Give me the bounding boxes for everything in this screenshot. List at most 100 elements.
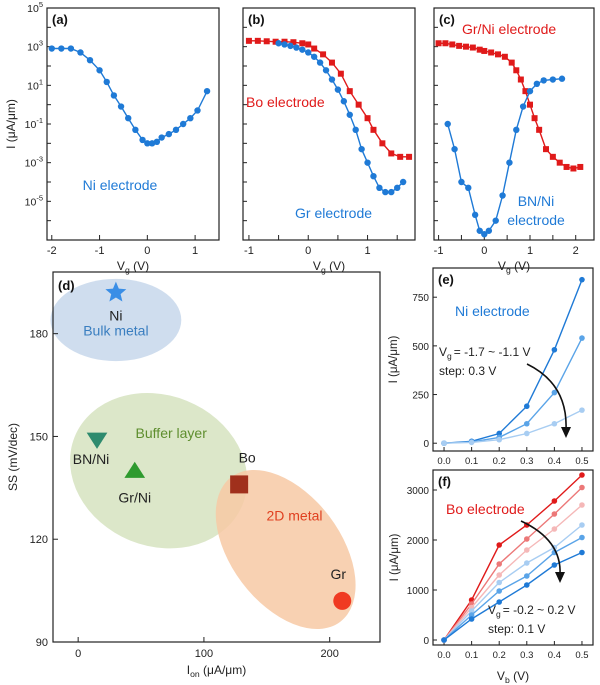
annotation-electrode: Bo electrode [446,501,525,517]
x-axis-label-sub: on [190,669,200,679]
x-axis-label-unit: (μA/μm) [200,663,247,677]
data-point [579,276,585,283]
y-axis-label: I (μA/μm) [389,533,401,581]
data-point [346,111,353,118]
data-point [558,75,566,82]
x-axis-label-sub: g [506,265,511,275]
data-point-gr-ni [124,461,146,478]
y-tick-exp: -3 [36,155,43,164]
data-point [523,560,530,566]
series-label-grni: Gr/Ni electrode [462,21,556,37]
data-point [496,599,503,605]
x-tick-label: 0 [144,245,150,257]
y-tick-label: 180 [30,329,48,341]
data-point [346,88,353,95]
data-point [442,40,449,47]
data-point [379,140,386,147]
data-point [110,92,118,99]
data-point [376,184,383,192]
data-point-bn-ni [86,432,108,449]
point-label: Ni [109,308,122,324]
x-axis-label-unit: (V) [510,669,529,683]
data-point [58,45,65,52]
data-point [506,159,513,166]
data-point [125,114,132,122]
y-tick-label: 10-1 [25,116,43,131]
data-point [103,78,110,86]
data-point [579,472,585,478]
y-tick-base: 10 [25,196,37,208]
plot-frame [432,469,594,646]
plot-frame [433,7,595,241]
x-tick-label: 0 [75,648,81,660]
x-axis-label-text: Ion (μA/μm) [187,663,246,679]
x-axis-label-main: V [117,259,125,273]
data-point [579,335,585,341]
series-label-gr: Gr electrode [295,205,372,221]
plot-frame [432,267,594,452]
data-point [272,38,279,45]
region-ellipse [215,470,356,629]
panel-d: Bulk metal Buffer layer 2D metal 0 100 200 90 1… [6,271,381,679]
x-tick-label: 100 [195,648,213,660]
data-point [579,534,585,541]
data-point [579,484,585,491]
data-point [406,153,413,160]
x-tick-label: -2 [47,245,57,257]
plot-frame [52,271,381,643]
region-label-bulk-metal: Bulk metal [83,322,148,338]
y-tick-exp: -1 [36,116,43,125]
x-axis-label: Vg (V) [498,259,530,275]
data-point [399,178,407,186]
data-point [579,502,585,508]
x-tick-label: 0.3 [520,456,533,467]
series-line-2 [443,504,583,641]
data-point [523,420,530,427]
data-point [523,536,530,542]
data-point [153,138,161,146]
x-tick-label: 0.1 [465,650,478,661]
data-point [468,439,475,446]
data-point [536,126,543,133]
data-point [556,159,563,166]
annotation-vg-range: = -0.2 ~ 0.2 V [503,603,576,617]
data-point [334,86,342,93]
x-tick-label: 0.5 [575,456,588,467]
data-point [117,103,125,110]
y-tick-exp: -5 [36,193,43,202]
data-point [172,126,180,134]
data-point [263,38,270,45]
data-point [563,163,570,170]
x-axis-label-main: V [313,259,321,273]
data-point [328,76,336,83]
data-point [496,561,503,567]
point-label: Bo [239,449,256,465]
data-point-bo [230,475,249,494]
annotation-vg-sub: g [447,351,452,361]
data-point [533,80,541,88]
data-point [540,77,547,84]
annotation-step: step: 0.1 V [488,622,545,636]
data-point [496,436,503,443]
data-point [465,184,472,192]
y-tick-exp: 5 [39,0,43,9]
data-point [388,188,395,196]
y-axis-label: I (μA/μm) [388,335,400,383]
x-axis-label-main: V [497,669,505,683]
region-ellipse [70,393,248,549]
data-point [165,130,173,138]
x-tick-label: 0 [305,245,311,257]
data-point [299,46,306,53]
data-point [499,192,506,199]
data-point [458,178,465,186]
trend-arrow [520,520,561,576]
data-point [364,115,371,122]
data-point [316,59,324,66]
x-tick-label: 0.0 [437,456,450,467]
data-point [194,107,201,114]
panel-e: 0.0 0.1 0.2 0.3 0.4 0.5 0 250 500 750 I (μA/μm) (e)… [388,267,594,467]
series-label-bnni-l1: BN/Ni [518,193,555,209]
data-point [299,40,306,47]
data-point [522,88,529,95]
